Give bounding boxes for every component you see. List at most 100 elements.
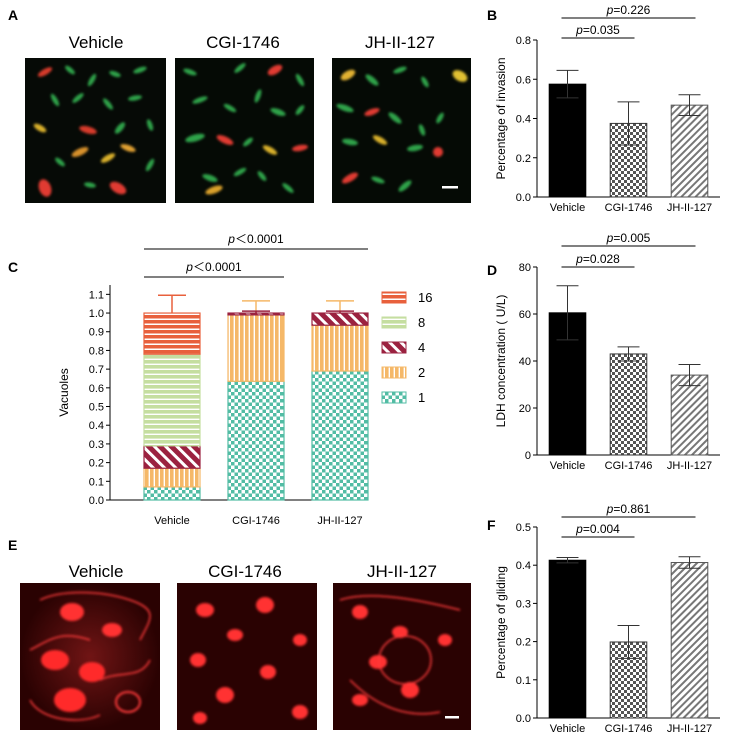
p-value-label: p=0.035 [575, 23, 620, 37]
bar-vehicle [548, 83, 587, 198]
p-value-label: p=0.226 [606, 3, 651, 17]
y-tick-label: 0.0 [89, 495, 104, 507]
x-tick-label: JH-II-127 [317, 515, 362, 527]
scale-bar-a [442, 186, 458, 189]
y-tick-label: 0.7 [89, 364, 104, 376]
y-tick-label: 40 [519, 356, 531, 368]
bar-vehicle [548, 559, 587, 719]
micro-label-e-vehicle: Vehicle [69, 562, 124, 581]
micro-label-a-jh: JH-II-127 [365, 33, 435, 52]
panel-letter-a: A [8, 7, 18, 23]
y-tick-label: 0.8 [516, 35, 531, 47]
micrograph-e-vehicle [20, 583, 160, 730]
micrograph-e-jh [333, 583, 471, 730]
chart-f: F 0.0 0.1 0.2 0.3 0.4 0.5 Percentage of gliding… [487, 502, 720, 735]
segment-1-vehicle [143, 486, 201, 501]
segment-2-cgi-1746 [227, 314, 285, 382]
y-tick-label: 0.1 [516, 675, 531, 687]
y-tick-label: 1.0 [89, 308, 104, 320]
y-tick-label: 0.5 [516, 522, 531, 534]
y-tick-label: 60 [519, 309, 531, 321]
segment-4-cgi-1746 [227, 312, 285, 316]
segment-4-vehicle [143, 445, 201, 469]
legend-swatch-2 [381, 366, 407, 379]
legend-label-2: 2 [418, 365, 425, 380]
x-tick-label: JH-II-127 [667, 723, 712, 735]
legend-label-1: 1 [418, 390, 425, 405]
y-tick-label: 1.1 [89, 289, 104, 301]
y-tick-label: 0.0 [516, 192, 531, 204]
chart-d: D 0 20 40 60 80 LDH concentration ( U/L) Vehicl… [487, 231, 720, 472]
y-axis-label: Vacuoles [57, 368, 71, 416]
segment-16-vehicle [143, 312, 201, 355]
legend-label-8: 8 [418, 315, 425, 330]
y-tick-label: 0.0 [516, 713, 531, 725]
x-tick-label: CGI-1746 [232, 515, 280, 527]
segment-2-jh-ii-127 [311, 324, 369, 372]
p-value-label: p＜0.0001 [227, 232, 284, 246]
x-tick-label: Vehicle [550, 202, 585, 214]
p-value-label: p＜0.0001 [185, 260, 242, 274]
micro-label-e-cgi: CGI-1746 [208, 562, 282, 581]
panel-letter-b: B [487, 7, 497, 23]
micrograph-e-cgi [177, 583, 317, 730]
panel-letter-c: C [8, 259, 18, 275]
x-tick-label: Vehicle [154, 515, 189, 527]
legend-label-4: 4 [418, 340, 425, 355]
y-tick-label: 80 [519, 262, 531, 274]
x-tick-label: Vehicle [550, 460, 585, 472]
p-value-label: p=0.861 [606, 502, 651, 516]
legend-label-16: 16 [418, 290, 432, 305]
y-tick-label: 0.9 [89, 327, 104, 339]
y-axis-label: LDH concentration ( U/L) [494, 295, 508, 428]
x-tick-label: CGI-1746 [605, 202, 653, 214]
bar-jh-ii-127 [670, 374, 709, 456]
y-tick-label: 0.4 [516, 114, 531, 126]
segment-4-jh-ii-127 [311, 312, 369, 326]
panel-letter-f: F [487, 517, 496, 533]
panel-letter-e: E [8, 537, 17, 553]
panel-letter-d: D [487, 262, 497, 278]
micrograph-a-cgi [175, 58, 314, 203]
p-value-label: p=0.005 [606, 231, 651, 245]
chart-b: B 0.0 0.2 0.4 0.6 0.8 Percentage of invasion Ve… [487, 3, 720, 214]
chart-c: C 0.0 0.1 0.2 0.3 0.4 0.5 0.6 0.7 0.8 0.9 1.0 1.1 Vac… [8, 232, 432, 527]
y-tick-label: 0.2 [89, 458, 104, 470]
y-axis-label: Percentage of invasion [494, 57, 508, 179]
scale-bar-e [445, 716, 459, 719]
y-tick-label: 0.1 [89, 476, 104, 488]
y-tick-label: 0.4 [89, 420, 104, 432]
segment-2-vehicle [143, 467, 201, 488]
bar-cgi-1746 [609, 353, 648, 456]
y-tick-label: 0.8 [89, 345, 104, 357]
legend-swatch-8 [381, 316, 407, 329]
micro-label-a-vehicle: Vehicle [69, 33, 124, 52]
p-value-label: p=0.028 [575, 252, 620, 266]
y-tick-label: 0.3 [89, 439, 104, 451]
p-value-label: p=0.004 [575, 522, 620, 536]
micrograph-a-jh [332, 58, 471, 203]
x-tick-label: JH-II-127 [667, 460, 712, 472]
y-tick-label: 0 [525, 450, 531, 462]
legend-swatch-4 [381, 341, 407, 354]
y-tick-label: 0.3 [516, 598, 531, 610]
y-tick-label: 20 [519, 403, 531, 415]
bar-jh-ii-127 [670, 562, 709, 719]
legend-swatch-1 [381, 391, 407, 404]
segment-8-vehicle [143, 353, 201, 447]
legend-swatch-16 [381, 291, 407, 304]
y-tick-label: 0.6 [89, 383, 104, 395]
bar-jh-ii-127 [670, 104, 709, 198]
y-axis-label: Percentage of gliding [494, 566, 508, 679]
micro-label-e-jh: JH-II-127 [367, 562, 437, 581]
x-tick-label: Vehicle [550, 723, 585, 735]
micrograph-a-vehicle [25, 58, 166, 203]
x-tick-label: JH-II-127 [667, 202, 712, 214]
y-tick-label: 0.4 [516, 560, 531, 572]
y-tick-label: 0.2 [516, 153, 531, 165]
y-tick-label: 0.6 [516, 74, 531, 86]
segment-1-jh-ii-127 [311, 370, 369, 501]
y-tick-label: 0.5 [89, 402, 104, 414]
x-tick-label: CGI-1746 [605, 460, 653, 472]
